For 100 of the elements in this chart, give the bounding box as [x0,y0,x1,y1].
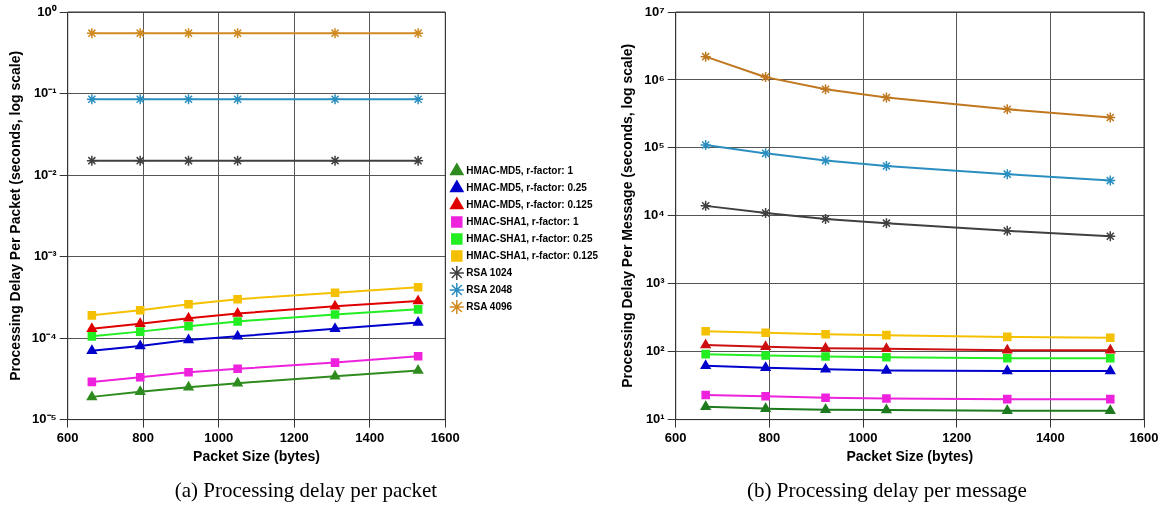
point [413,364,424,374]
point [821,352,830,361]
y-tick-label: 10⁴ [643,207,665,223]
point [329,300,341,310]
point [699,139,712,151]
y-tick-label: 10⁻⁵ [32,411,57,427]
point [330,288,340,298]
point [182,27,195,39]
point [413,295,424,305]
point [184,321,193,331]
point [759,71,772,83]
point [759,147,772,160]
x-axis-title: Packet Size (bytes) [193,448,320,465]
point [232,330,243,340]
point [330,358,340,367]
point [882,394,891,403]
point [87,332,97,341]
point [412,154,424,167]
point [819,83,832,95]
legend-label: HMAC-MD5, r-factor: 0.25 [466,181,588,193]
point [183,334,194,344]
point [329,323,341,333]
point [87,311,97,320]
text: (a) Processing delay per packet [173,478,439,503]
point [882,330,891,340]
point [1001,103,1013,116]
x-tick-label: 1400 [1035,429,1065,445]
point [135,340,146,350]
x-axis-title: Packet Size (bytes) [846,448,974,465]
point [1105,365,1116,375]
point [1002,353,1012,363]
point [134,93,146,106]
point [760,361,771,371]
point [760,402,771,412]
point [1104,111,1117,124]
point [232,307,243,317]
point [1002,365,1013,375]
point [1002,332,1012,342]
x-tick-label: 600 [56,429,79,445]
y-tick-label: 10¹ [645,411,665,427]
point [183,312,194,322]
point [231,27,244,39]
y-tick-label: 10⁵ [644,139,665,155]
point [1106,353,1115,363]
point [184,368,193,377]
legend-label: RSA 4096 [466,300,513,312]
x-tick-label: 600 [664,429,687,445]
point [820,403,831,413]
point [330,310,340,319]
point [412,27,424,39]
y-tick-label: 10⁻¹ [33,85,57,101]
point [1002,405,1013,414]
point [134,154,146,167]
point [86,27,98,39]
point [86,154,98,167]
point [86,323,97,333]
point [820,342,831,352]
point [821,393,830,402]
point [880,91,893,104]
point [184,299,193,309]
text: (b) Processing delay per message [746,478,1028,503]
point [233,317,242,326]
point [699,200,712,212]
point [135,317,146,327]
legend-label: HMAC-SHA1, r-factor: 1 [466,215,579,227]
y-tick-label: 10⁰ [37,3,57,19]
point [183,381,194,391]
point [881,404,892,414]
point [329,370,341,380]
point [699,50,712,63]
y-tick-label: 10⁶ [644,71,665,87]
x-tick-label: 1000 [848,429,878,445]
point [700,360,711,370]
point [329,93,341,106]
y-axis-title: Processing Delay Per Message (seconds, log scale) [619,43,636,388]
point [86,391,97,401]
point [700,339,711,349]
legend-label: HMAC-MD5, r-factor: 0.125 [466,198,593,210]
point [1001,168,1013,180]
x-tick-label: 1600 [1129,429,1159,445]
point [413,305,423,314]
point [820,363,831,373]
point [87,377,97,387]
point [882,352,891,362]
y-tick-label: 10⁻⁴ [31,329,57,345]
y-tick-label: 10² [645,343,666,359]
x-tick-label: 800 [758,429,781,445]
point [329,27,341,39]
point [182,154,195,167]
point [182,93,195,106]
point [701,390,710,400]
point [1001,225,1013,237]
legend-label: HMAC-SHA1, r-factor: 0.125 [466,249,599,261]
x-tick-label: 1600 [430,429,460,445]
point [86,344,97,354]
x-tick-label: 1200 [942,429,972,445]
point [1106,333,1115,343]
x-tick-label: 1200 [279,429,309,445]
y-tick-label: 10⁻² [33,166,58,182]
point [134,27,146,39]
